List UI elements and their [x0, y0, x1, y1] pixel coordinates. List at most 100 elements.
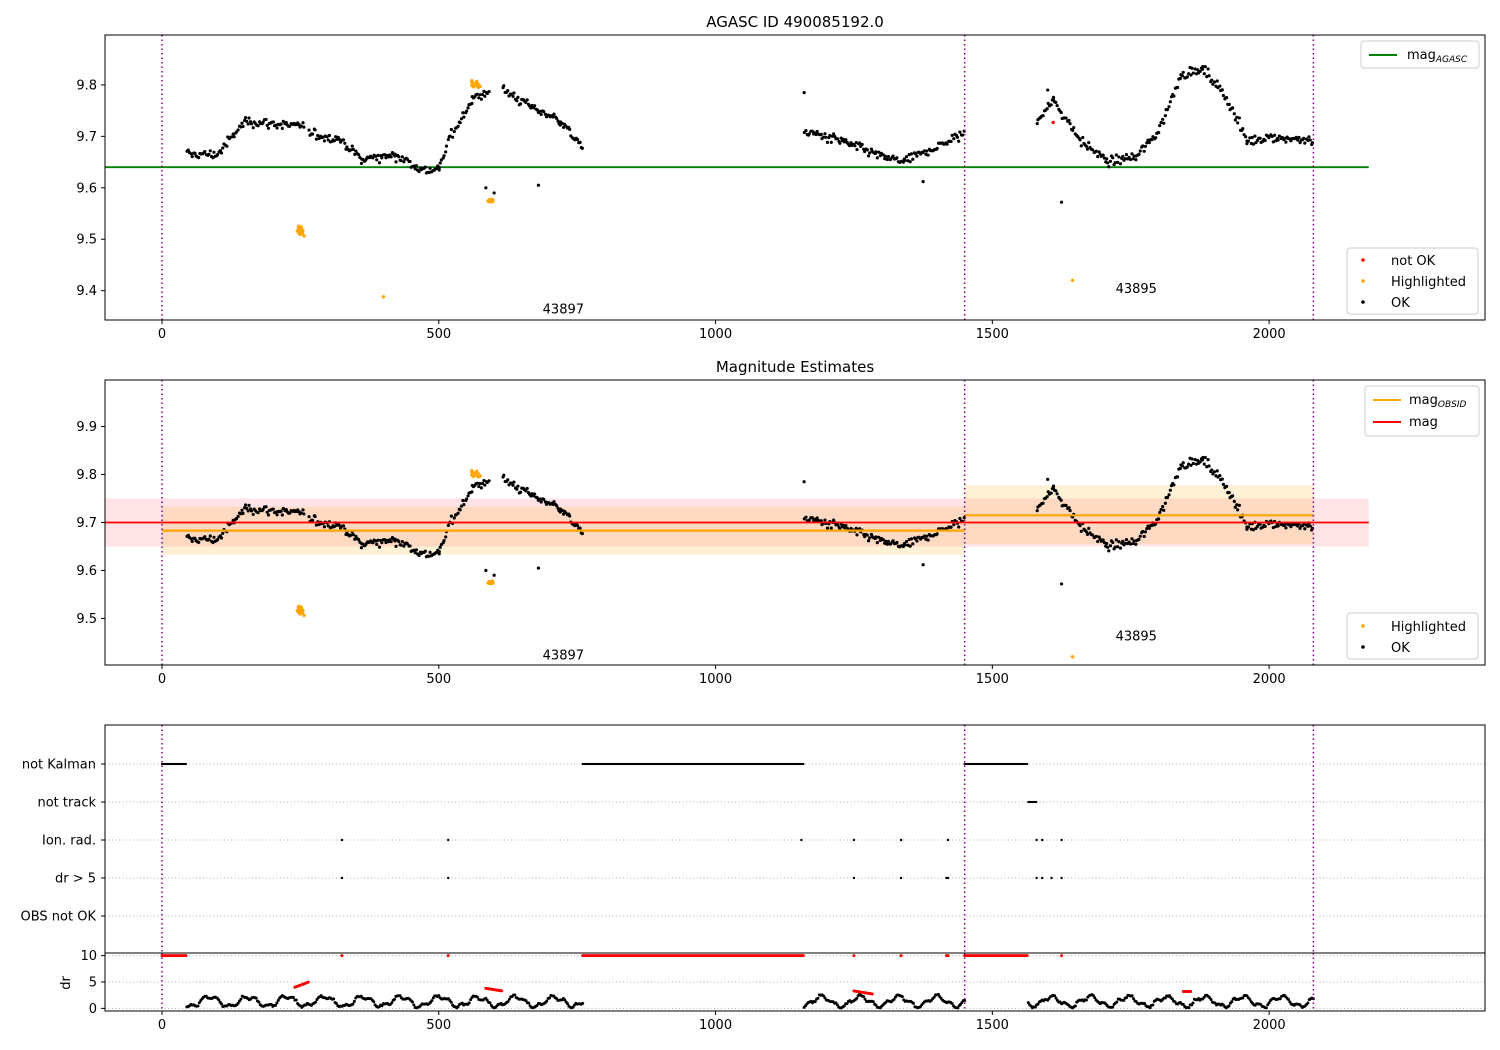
ok-point [375, 158, 379, 162]
ok-point [446, 523, 450, 528]
agasc-frame [104, 34, 1486, 321]
ok-point [1106, 161, 1110, 165]
ok-point [314, 523, 319, 527]
ok-point [1124, 153, 1129, 157]
ok-point [1263, 138, 1267, 143]
ok-point [1246, 139, 1250, 143]
dr-point [545, 999, 549, 1003]
ok-point [480, 92, 485, 97]
ok-point [313, 128, 317, 132]
dr-xtick-label: 2000 [1253, 1018, 1286, 1033]
ok-point [264, 117, 268, 122]
dr-point [254, 996, 258, 1000]
ok-point [1230, 494, 1235, 498]
dr-point [813, 1000, 817, 1004]
ok-point [1253, 134, 1257, 138]
ok-point [1196, 458, 1200, 463]
dr-point [581, 1001, 585, 1005]
ok-point [1227, 491, 1231, 495]
ok-point [868, 536, 872, 540]
ok-point [539, 112, 543, 116]
ok-point [1162, 508, 1166, 512]
ok-point [1105, 157, 1109, 161]
ok-point [511, 483, 515, 487]
dr-point [1115, 1000, 1119, 1004]
ok-point [1087, 141, 1091, 145]
ok-point [475, 481, 479, 485]
ok-point [502, 84, 506, 88]
not-ok-point [1051, 120, 1055, 125]
flag-category-label: not track [37, 796, 96, 811]
ok-point [1111, 156, 1115, 160]
ok-point [1175, 475, 1180, 479]
ok-point [1145, 141, 1149, 145]
ok-point [1180, 74, 1184, 78]
highlighted-point [486, 580, 491, 585]
ok-point [1172, 483, 1176, 487]
ok-point [243, 116, 248, 120]
ok-point [337, 137, 341, 141]
ok-point [1049, 491, 1053, 495]
ok-point [427, 170, 431, 175]
ok-point [925, 534, 929, 538]
ok-point [359, 546, 364, 550]
ok-point [393, 152, 397, 156]
ok-point [1227, 102, 1231, 106]
ok-point [325, 135, 329, 139]
ok-point [428, 166, 432, 170]
ok-point [1218, 474, 1222, 478]
agasc-xtick-label: 1000 [699, 327, 732, 342]
dr-point [393, 997, 397, 1001]
ok-point [1215, 79, 1219, 83]
ok-point [512, 91, 516, 95]
ok-point [394, 160, 398, 164]
highlighted-point [297, 612, 302, 616]
dr-point [1306, 1001, 1310, 1005]
ok-point [1224, 484, 1229, 489]
ok-point [1221, 93, 1225, 98]
ok-point [1046, 101, 1050, 105]
ok-point [909, 537, 914, 541]
agasc-legend-box [1360, 40, 1480, 69]
ok-point [1108, 544, 1113, 548]
ok-point [1212, 470, 1217, 474]
ok-point [359, 161, 364, 165]
ok-point [1237, 116, 1241, 120]
ok-point [1271, 526, 1275, 530]
ok-point [405, 157, 409, 161]
dr-point [294, 998, 298, 1002]
dr-point [548, 996, 552, 1000]
ok-point [1307, 135, 1311, 139]
ok-point [400, 155, 404, 159]
ok-point [1079, 144, 1083, 148]
flag-point [852, 838, 856, 842]
flag-point [946, 876, 950, 880]
ok-point [1054, 489, 1058, 493]
ok-point [844, 524, 848, 528]
highlighted-point [475, 469, 479, 473]
ok-point [1185, 465, 1189, 469]
ok-point [511, 94, 515, 99]
dr-point [1267, 1001, 1271, 1005]
ok-point [847, 144, 852, 148]
dr-point [1131, 997, 1135, 1001]
agasc-axes: 0 500 1000 1500 2000 9.4 9.5 9.6 9.7 9.8 [76, 34, 1486, 342]
ok-point [858, 527, 862, 531]
ok-point [838, 141, 842, 145]
highlighted-point [470, 83, 474, 88]
ok-point [193, 536, 197, 540]
dr-bad-point [306, 980, 310, 984]
ok-point [275, 126, 279, 130]
ok-point [516, 95, 520, 99]
ok-point [280, 513, 284, 517]
ok-point [1181, 461, 1185, 465]
ok-point [1131, 541, 1135, 546]
ok-point [256, 510, 260, 515]
dr-limit-point [852, 954, 856, 958]
ok-point [1067, 506, 1071, 510]
ok-point [462, 115, 466, 119]
flag-point [1035, 838, 1038, 842]
ok-point [915, 154, 919, 158]
ok-point [484, 186, 488, 190]
ok-point [866, 539, 871, 543]
